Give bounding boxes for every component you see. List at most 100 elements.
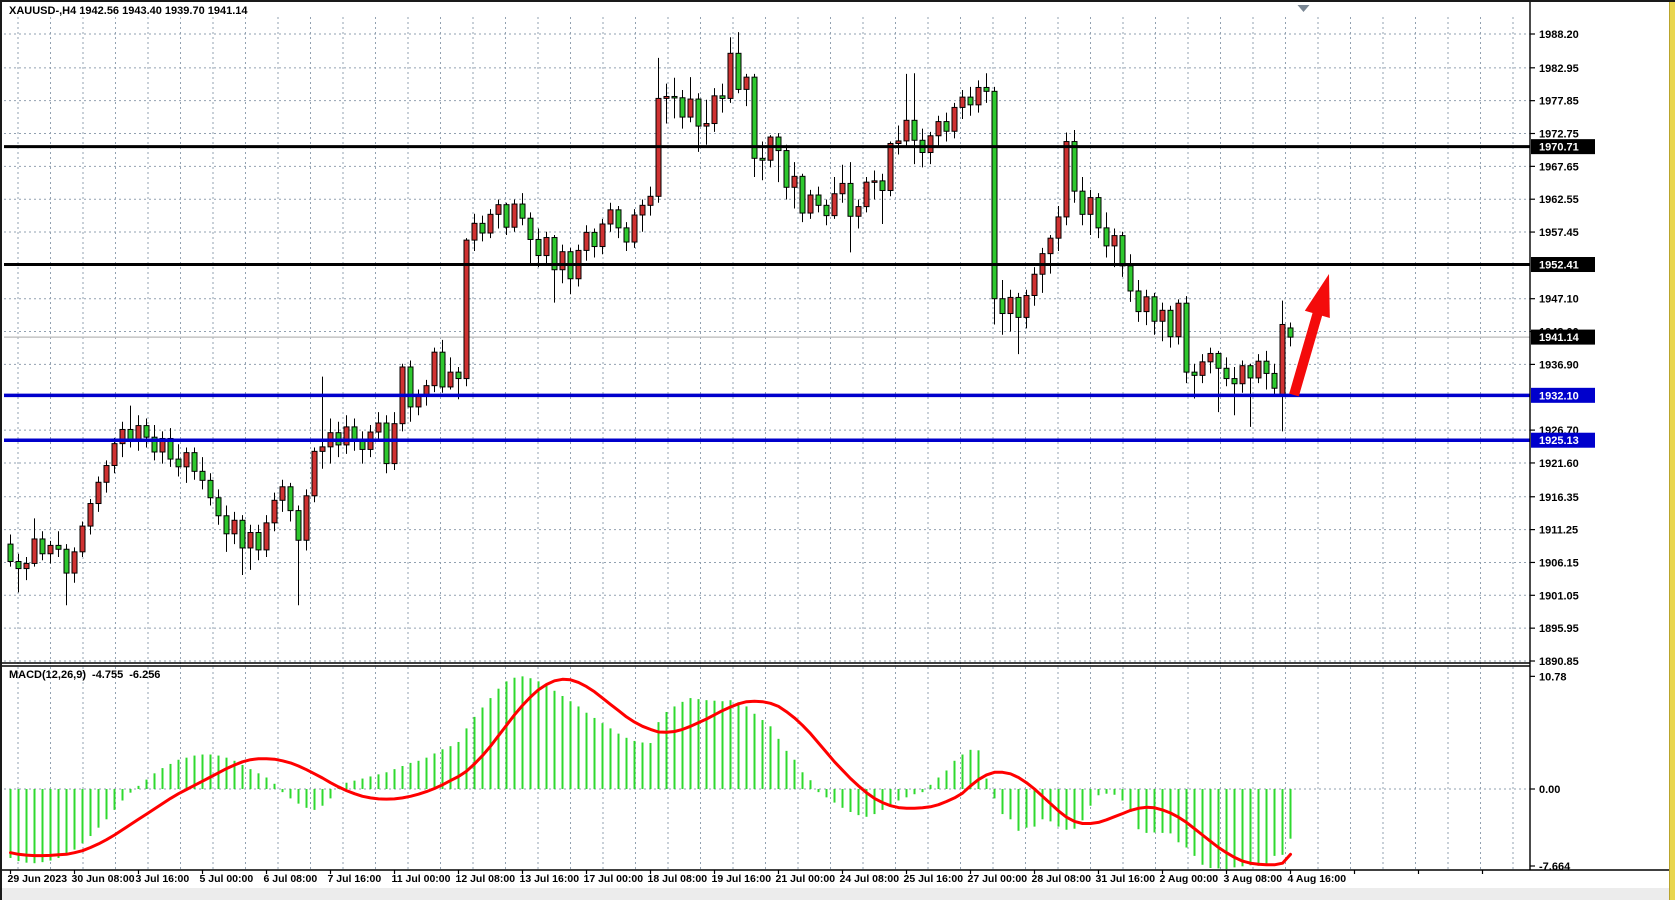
candle-body — [1207, 352, 1214, 363]
candle-body — [111, 443, 118, 467]
time-tick-label: 13 Jul 16:00 — [520, 873, 580, 885]
candle-body — [287, 486, 294, 512]
price-tick-label: 1972.75 — [1539, 129, 1579, 141]
candle-body — [911, 119, 918, 141]
candle-body — [87, 503, 94, 527]
candle-body — [535, 238, 542, 257]
candle-body — [767, 136, 774, 161]
candle-body — [839, 182, 846, 195]
candle-body — [743, 76, 750, 90]
price-badge-label: 1941.14 — [1539, 332, 1580, 344]
time-tick-label: 18 Jul 08:00 — [648, 873, 708, 885]
candle-body — [1015, 296, 1022, 318]
candle-body — [991, 90, 998, 300]
candle-body — [343, 426, 350, 446]
price-badge-label: 1970.71 — [1539, 142, 1579, 154]
candle-body — [1095, 197, 1102, 229]
candle-body — [887, 142, 894, 192]
candle-body — [959, 96, 966, 108]
candle-body — [1191, 371, 1198, 376]
candle-body — [311, 450, 318, 497]
candle-body — [831, 193, 838, 217]
candle-body — [295, 510, 302, 541]
macd-main-value: -4.755 — [92, 669, 124, 681]
candle-body — [583, 231, 590, 251]
candle-body — [1103, 227, 1110, 247]
price-axis[interactable]: 1988.20 1982.95 1977.85 1972.75 1967.65 1962.… — [1529, 2, 1675, 873]
candle-body — [631, 214, 638, 243]
candle-body — [1279, 323, 1286, 396]
price-tick-label: 1901.05 — [1539, 590, 1579, 602]
price-tick-label: 1921.60 — [1539, 458, 1579, 470]
macd-signal-line — [9, 677, 1292, 867]
symbol-ohlc-label: XAUUSD-,H4 1942.56 1943.40 1939.70 1941.… — [9, 5, 248, 17]
time-tick-label: 19 Jul 16:00 — [712, 873, 772, 885]
candle-body — [439, 351, 446, 388]
candle-body — [407, 366, 414, 408]
candle-body — [7, 543, 14, 562]
candle-body — [1167, 309, 1174, 338]
candle-body — [727, 52, 734, 99]
price-badge-label: 1925.13 — [1539, 435, 1579, 447]
time-tick-label: 24 Jul 08:00 — [840, 873, 900, 885]
price-badge — [1531, 387, 1595, 403]
time-tick-label: 17 Jul 00:00 — [584, 873, 644, 885]
candle-body — [551, 237, 558, 271]
candle-body — [391, 423, 398, 465]
candle-body — [807, 194, 814, 214]
candle-body — [527, 217, 534, 240]
candle-body — [1127, 265, 1134, 292]
candle-body — [895, 140, 902, 144]
candle-body — [663, 95, 670, 99]
price-tick-label: 1967.65 — [1539, 161, 1579, 173]
candle-body — [255, 532, 262, 551]
price-tick-label: 1936.90 — [1539, 359, 1579, 371]
candle-body — [383, 422, 390, 465]
chart-title: XAUUSD-,H4 1942.56 1943.40 1939.70 1941.… — [9, 5, 248, 17]
price-badge — [1531, 139, 1595, 155]
candle-body — [847, 182, 854, 217]
candle-body — [1183, 302, 1190, 373]
macd-panel[interactable] — [9, 676, 1292, 870]
trend-arrow-head — [1304, 274, 1330, 318]
candle-body — [215, 497, 222, 517]
price-tick-label: 1906.15 — [1539, 557, 1579, 569]
window-edge-strip — [1669, 2, 1675, 900]
candle-body — [431, 351, 438, 387]
candle-body — [55, 544, 62, 550]
candle-body — [591, 231, 598, 248]
price-tick-label: 1895.95 — [1539, 623, 1579, 635]
candle-body — [319, 446, 326, 452]
time-tick-label: 28 Jul 08:00 — [1032, 873, 1092, 885]
candle-body — [199, 470, 206, 481]
candle-body — [1079, 190, 1086, 215]
candle-body — [151, 436, 158, 453]
candle-body — [711, 95, 718, 125]
candle-body — [191, 452, 198, 472]
candle-body — [455, 371, 462, 380]
candlestick-series — [7, 32, 1294, 606]
candle-body — [863, 181, 870, 208]
trend-arrow[interactable] — [1289, 274, 1330, 397]
candle-body — [263, 522, 270, 551]
candle-body — [135, 425, 142, 441]
candle-body — [759, 157, 766, 161]
price-badge — [1531, 329, 1595, 345]
time-tick-label: 11 Jul 00:00 — [392, 873, 451, 885]
candle-body — [927, 135, 934, 154]
price-tick-label: 1916.35 — [1539, 492, 1579, 504]
candle-body — [71, 551, 78, 574]
candle-body — [815, 194, 822, 206]
candle-body — [1247, 365, 1254, 379]
candle-body — [31, 538, 38, 564]
trend-arrow-shaft — [1289, 307, 1324, 397]
candle-body — [1215, 352, 1222, 369]
candle-body — [1271, 372, 1278, 389]
candle-body — [935, 121, 942, 137]
candle-body — [1031, 273, 1038, 296]
candle-body — [511, 203, 518, 228]
candle-body — [95, 481, 102, 505]
candle-body — [1071, 141, 1078, 192]
